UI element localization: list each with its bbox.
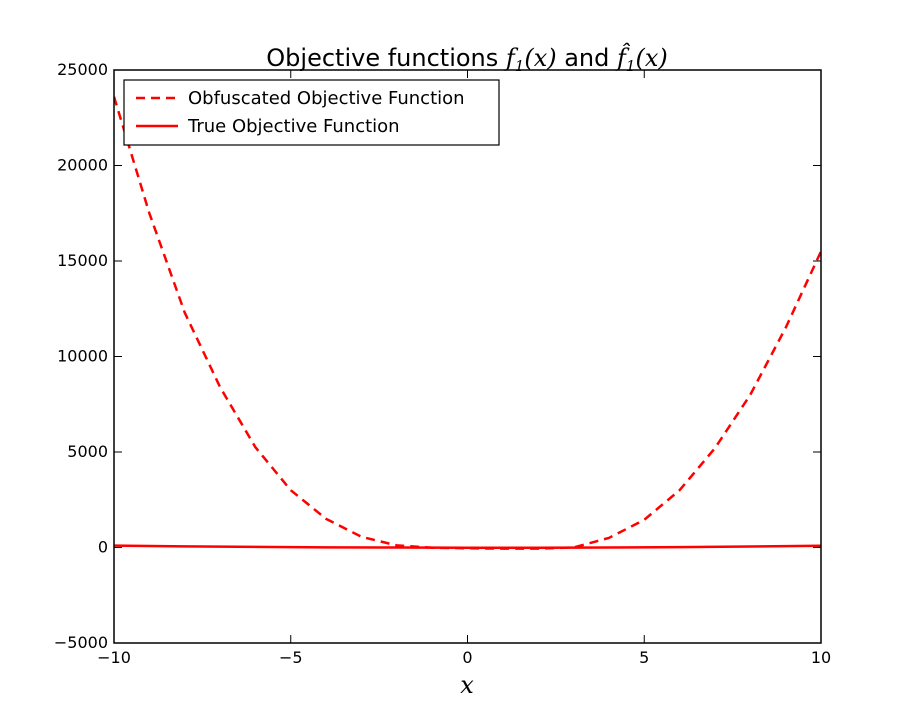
x-tick-label: 5 bbox=[639, 648, 649, 667]
legend-box bbox=[123, 79, 500, 146]
title-middle: and bbox=[557, 44, 617, 72]
title-prefix: Objective functions bbox=[266, 44, 506, 72]
title-math-f-arg: (x) bbox=[524, 44, 556, 72]
series-layer bbox=[114, 96, 821, 550]
legend-label-obfuscated: Obfuscated Objective Function bbox=[188, 88, 465, 109]
y-tick-label: 15000 bbox=[57, 251, 108, 270]
plot-area bbox=[114, 96, 821, 550]
y-tick-label: 25000 bbox=[57, 60, 108, 79]
legend: Obfuscated Objective Function True Objec… bbox=[123, 79, 500, 146]
series-line-true bbox=[114, 544, 821, 549]
ticks-layer: −10 −5 0 5 10 −5000 0 5000 10000 15000 20000 25000 bbox=[54, 60, 831, 667]
x-tick-label: −5 bbox=[279, 648, 303, 667]
y-tick-label: 20000 bbox=[57, 156, 108, 175]
y-tick-label: −5000 bbox=[54, 633, 108, 652]
chart-title: Objective functions f1(x) and f̂1(x) bbox=[266, 43, 667, 75]
x-tick-label: 0 bbox=[462, 648, 472, 667]
x-tick-label: 10 bbox=[811, 648, 831, 667]
y-tick-label: 10000 bbox=[57, 347, 108, 366]
y-tick-label: 0 bbox=[98, 538, 108, 557]
legend-label-true: True Objective Function bbox=[187, 116, 400, 137]
x-tick-label: −10 bbox=[97, 648, 131, 667]
series-line-obfuscated bbox=[114, 96, 821, 550]
title-math-f-sub: 1 bbox=[515, 57, 525, 75]
y-tick-label: 5000 bbox=[67, 442, 108, 461]
title-math-fhat-sub: 1 bbox=[626, 57, 636, 75]
title-math-fhat-arg: (x) bbox=[635, 44, 667, 72]
x-axis-label: x bbox=[460, 671, 474, 699]
